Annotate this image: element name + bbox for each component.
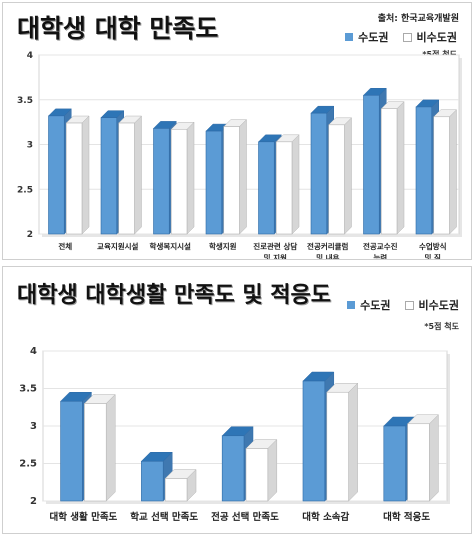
- bar-capital: [48, 115, 65, 235]
- bar-capital: [221, 435, 245, 502]
- bar-side: [134, 115, 142, 235]
- chart-panel-satisfaction: 대학생 대학 만족도 출처: 한국교육개발원 수도권 비수도권 *5점 척도 2…: [2, 2, 472, 260]
- bar-side: [449, 109, 457, 235]
- bar-noncapital: [65, 122, 83, 235]
- bar-capital: [141, 460, 164, 502]
- bar-chart-satisfaction: 2 2.5 3 3.5 4 전체 교육지원시설 학생복지시설 학생지원 진로관련 상담및 지원 전공…: [17, 51, 462, 260]
- bar-noncapital: [118, 122, 135, 235]
- bar-side: [267, 438, 278, 502]
- chart-legend: 수도권 비수도권: [345, 29, 457, 45]
- x-category-label: 전체: [58, 241, 72, 251]
- bar-noncapital: [164, 478, 188, 502]
- bar-side: [186, 121, 195, 235]
- bar-noncapital: [245, 448, 269, 502]
- y-tick-label: 3: [30, 421, 37, 432]
- legend-label: 수도권: [358, 31, 389, 44]
- y-tick-label: 2: [30, 496, 37, 507]
- bar-capital: [302, 380, 326, 502]
- bar-noncapital: [170, 128, 188, 235]
- bar-chart-adaptation: 2 2.5 3 3.5 4 대학 생활 만족도 학교 선택 만족도 전공 선택 만족도 대학 소…: [19, 346, 450, 523]
- bar-capital: [383, 425, 406, 502]
- bar-capital: [310, 112, 328, 235]
- bar-noncapital: [328, 124, 345, 235]
- legend-swatch-blue: [345, 33, 354, 41]
- bar-side: [291, 134, 300, 235]
- bar-noncapital: [84, 403, 107, 502]
- y-tick-label: 2: [27, 230, 33, 240]
- bar-noncapital: [433, 116, 450, 235]
- bar-side: [348, 382, 358, 502]
- legend-item-noncapital: 비수도권: [404, 297, 459, 313]
- bar-side: [429, 414, 439, 502]
- y-tick-label: 3.5: [19, 384, 37, 395]
- bar-side: [105, 393, 116, 502]
- y-tick-label: 2.5: [17, 185, 33, 195]
- x-category-label: 수업방식: [419, 241, 447, 251]
- legend-item-capital: 수도권: [347, 297, 391, 313]
- bar-noncapital: [326, 391, 349, 502]
- bar-capital: [100, 117, 118, 235]
- bar-capital: [258, 141, 275, 235]
- bar-noncapital: [275, 141, 293, 235]
- legend-swatch-blue: [347, 301, 356, 309]
- y-tick-label: 3.5: [17, 96, 33, 106]
- bar-side: [239, 118, 247, 235]
- legend-swatch-white: [404, 300, 414, 310]
- x-category-label: 학생지원: [209, 241, 237, 251]
- x-category-label: 대학 적응도: [383, 511, 430, 523]
- bar-noncapital: [223, 126, 240, 235]
- chart-title: 대학생 대학 만족도: [17, 14, 219, 43]
- x-category-label: 전공교수진: [363, 241, 398, 251]
- y-tick-label: 2.5: [19, 459, 37, 470]
- x-category-label: 교육지원시설: [97, 241, 138, 251]
- x-category-label: 및 질: [425, 253, 442, 260]
- legend-label: 비수도권: [416, 31, 457, 44]
- x-category-label: 및 내용: [316, 253, 339, 260]
- x-category-label: 학교 선택 만족도: [130, 511, 198, 523]
- legend-swatch-white: [402, 32, 412, 42]
- y-tick-label: 4: [27, 51, 33, 61]
- bar-noncapital: [407, 423, 430, 502]
- chart-panel-adaptation: 대학생 대학생활 만족도 및 적응도 수도권 비수도권 *5점 척도 2 2.5 3…: [2, 266, 472, 534]
- legend-item-noncapital: 비수도권: [402, 29, 457, 45]
- x-category-label: 대학 생활 만족도: [50, 511, 118, 523]
- bar-capital: [60, 400, 83, 502]
- chart-legend: 수도권 비수도권: [347, 297, 459, 313]
- legend-label: 수도권: [360, 299, 391, 312]
- bar-capital: [153, 128, 170, 235]
- chart-source: 출처: 한국교육개발원: [377, 14, 459, 24]
- x-category-label: 전공 선택 만족도: [211, 511, 279, 523]
- scale-note: *5점 척도: [424, 322, 459, 331]
- legend-label: 비수도권: [418, 299, 459, 312]
- x-category-label: 능력: [373, 253, 387, 260]
- bar-side: [344, 117, 352, 235]
- x-category-label: 전공커리큘럼: [307, 241, 348, 251]
- legend-item-capital: 수도권: [345, 29, 389, 45]
- x-category-label: 진로관련 상담: [253, 241, 297, 251]
- x-category-label: 및 지원: [264, 253, 287, 260]
- y-tick-label: 4: [30, 346, 37, 357]
- bar-capital: [415, 106, 433, 235]
- bar-side: [81, 115, 90, 235]
- y-tick-label: 3: [27, 141, 33, 151]
- bar-side: [396, 101, 405, 235]
- bar-capital: [363, 94, 380, 235]
- bar-capital: [205, 130, 223, 235]
- chart-title: 대학생 대학생활 만족도 및 적응도: [17, 283, 331, 308]
- x-category-label: 대학 소속감: [302, 511, 349, 523]
- bar-noncapital: [380, 108, 398, 235]
- x-category-label: 학생복지시설: [150, 241, 191, 251]
